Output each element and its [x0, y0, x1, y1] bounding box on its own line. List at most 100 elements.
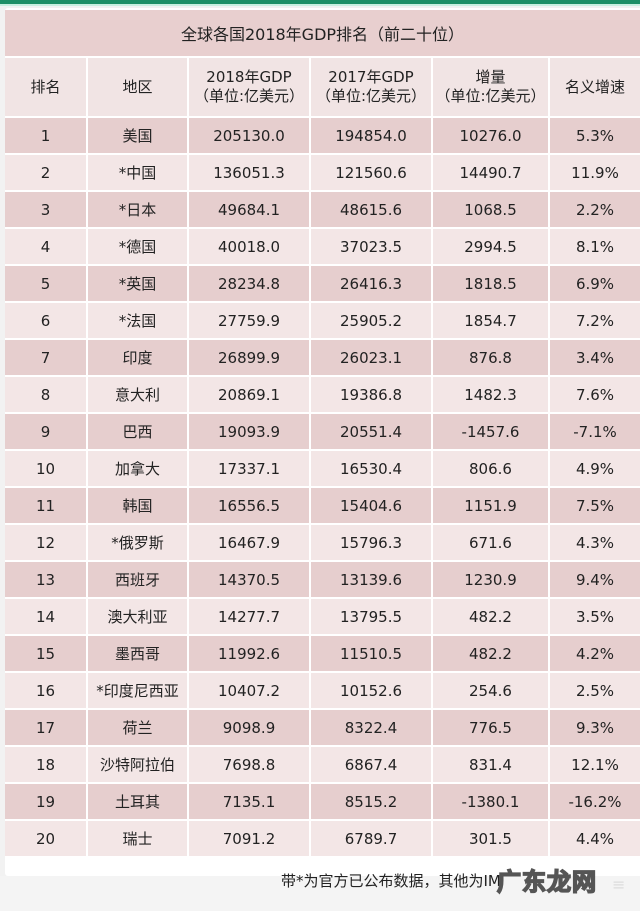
cell-increase: 1482.3: [433, 377, 550, 414]
bottom-strip: [0, 876, 640, 911]
cell-growth: 5.3%: [550, 118, 640, 155]
cell-increase: 1068.5: [433, 192, 550, 229]
cell-gdp2018: 20869.1: [189, 377, 311, 414]
cell-gdp2017: 15404.6: [311, 488, 433, 525]
cell-increase: 876.8: [433, 340, 550, 377]
cell-region: *英国: [88, 266, 189, 303]
cell-rank: 13: [5, 562, 88, 599]
cell-gdp2018: 10407.2: [189, 673, 311, 710]
cell-gdp2017: 16530.4: [311, 451, 433, 488]
cell-region: 美国: [88, 118, 189, 155]
cell-increase: 2994.5: [433, 229, 550, 266]
column-header-label: 名义增速: [564, 77, 625, 96]
cell-increase: 254.6: [433, 673, 550, 710]
cell-region: 荷兰: [88, 710, 189, 747]
cell-growth: 11.9%: [550, 155, 640, 192]
cell-growth: 2.5%: [550, 673, 640, 710]
cell-rank: 12: [5, 525, 88, 562]
cell-gdp2017: 13795.5: [311, 599, 433, 636]
cell-increase: 482.2: [433, 636, 550, 673]
watermark-logo: 广东龙网: [496, 867, 597, 897]
table-row: 13 西班牙 14370.5 13139.6 1230.9 9.4%: [5, 562, 640, 599]
cell-rank: 9: [5, 414, 88, 451]
cell-growth: 12.1%: [550, 747, 640, 784]
cell-gdp2018: 205130.0: [189, 118, 311, 155]
cell-gdp2018: 11992.6: [189, 636, 311, 673]
column-header: 2018年GDP （单位:亿美元）: [189, 58, 311, 118]
cell-gdp2018: 7135.1: [189, 784, 311, 821]
cell-increase: 14490.7: [433, 155, 550, 192]
cell-gdp2018: 17337.1: [189, 451, 311, 488]
cell-rank: 15: [5, 636, 88, 673]
cell-gdp2017: 10152.6: [311, 673, 433, 710]
cell-gdp2017: 15796.3: [311, 525, 433, 562]
cell-region: *中国: [88, 155, 189, 192]
cell-region: *德国: [88, 229, 189, 266]
cell-growth: 4.4%: [550, 821, 640, 858]
table-row: 11 韩国 16556.5 15404.6 1151.9 7.5%: [5, 488, 640, 525]
cell-increase: 806.6: [433, 451, 550, 488]
table-row: 20 瑞士 7091.2 6789.7 301.5 4.4%: [5, 821, 640, 858]
column-header-label: 增量: [475, 68, 506, 86]
table-row: 1 美国 205130.0 194854.0 10276.0 5.3%: [5, 118, 640, 155]
table-row: 19 土耳其 7135.1 8515.2 -1380.1 -16.2%: [5, 784, 640, 821]
top-accent-line: [0, 4, 640, 6]
gdp-table-card: 全球各国2018年GDP排名（前二十位） 排名 地区 2018年GDP （单位:亿美元…: [5, 8, 640, 890]
table-row: 14 澳大利亚 14277.7 13795.5 482.2 3.5%: [5, 599, 640, 636]
column-header: 2017年GDP （单位:亿美元）: [311, 58, 433, 118]
cell-gdp2018: 14277.7: [189, 599, 311, 636]
cell-gdp2018: 28234.8: [189, 266, 311, 303]
cell-gdp2017: 13139.6: [311, 562, 433, 599]
table-body: 1 美国 205130.0 194854.0 10276.0 5.3% 2 *中国 136051…: [5, 118, 640, 858]
cell-rank: 4: [5, 229, 88, 266]
cell-increase: 482.2: [433, 599, 550, 636]
cell-gdp2018: 9098.9: [189, 710, 311, 747]
cell-gdp2018: 49684.1: [189, 192, 311, 229]
cell-growth: 3.4%: [550, 340, 640, 377]
cell-gdp2018: 7698.8: [189, 747, 311, 784]
header-row: 排名 地区 2018年GDP （单位:亿美元） 2017年GDP （单位:亿美元） 增量 （单…: [5, 58, 640, 118]
table-row: 9 巴西 19093.9 20551.4 -1457.6 -7.1%: [5, 414, 640, 451]
column-header-label: 排名: [30, 77, 61, 96]
table-row: 5 *英国 28234.8 26416.3 1818.5 6.9%: [5, 266, 640, 303]
table-title: 全球各国2018年GDP排名（前二十位）: [5, 10, 640, 56]
table-row: 17 荷兰 9098.9 8322.4 776.5 9.3%: [5, 710, 640, 747]
cell-rank: 11: [5, 488, 88, 525]
cell-gdp2017: 194854.0: [311, 118, 433, 155]
footer: 带*为官方已公布数据，其他为IM: [5, 854, 640, 890]
cell-region: 土耳其: [88, 784, 189, 821]
cell-region: 墨西哥: [88, 636, 189, 673]
table-row: 10 加拿大 17337.1 16530.4 806.6 4.9%: [5, 451, 640, 488]
cell-gdp2017: 37023.5: [311, 229, 433, 266]
cell-gdp2018: 16556.5: [189, 488, 311, 525]
cell-growth: 7.2%: [550, 303, 640, 340]
cell-rank: 7: [5, 340, 88, 377]
top-accent-bar: [0, 0, 640, 4]
cell-rank: 10: [5, 451, 88, 488]
cell-rank: 19: [5, 784, 88, 821]
cell-region: *法国: [88, 303, 189, 340]
cell-increase: -1380.1: [433, 784, 550, 821]
cell-region: *俄罗斯: [88, 525, 189, 562]
cell-region: 巴西: [88, 414, 189, 451]
column-header-label: 地区: [122, 77, 153, 96]
cell-rank: 16: [5, 673, 88, 710]
cell-gdp2017: 6867.4: [311, 747, 433, 784]
column-header: 增量 （单位:亿美元）: [433, 58, 550, 118]
cell-region: 印度: [88, 340, 189, 377]
cell-gdp2017: 19386.8: [311, 377, 433, 414]
cell-region: 西班牙: [88, 562, 189, 599]
cell-gdp2017: 48615.6: [311, 192, 433, 229]
cell-increase: 1230.9: [433, 562, 550, 599]
cell-increase: -1457.6: [433, 414, 550, 451]
table-row: 18 沙特阿拉伯 7698.8 6867.4 831.4 12.1%: [5, 747, 640, 784]
cell-growth: -7.1%: [550, 414, 640, 451]
cell-gdp2017: 121560.6: [311, 155, 433, 192]
footer-note: 带*为官方已公布数据，其他为IM: [281, 872, 501, 890]
cell-growth: 7.6%: [550, 377, 640, 414]
cell-region: 沙特阿拉伯: [88, 747, 189, 784]
cell-increase: 301.5: [433, 821, 550, 858]
cell-growth: 3.5%: [550, 599, 640, 636]
cell-gdp2018: 14370.5: [189, 562, 311, 599]
cell-rank: 14: [5, 599, 88, 636]
